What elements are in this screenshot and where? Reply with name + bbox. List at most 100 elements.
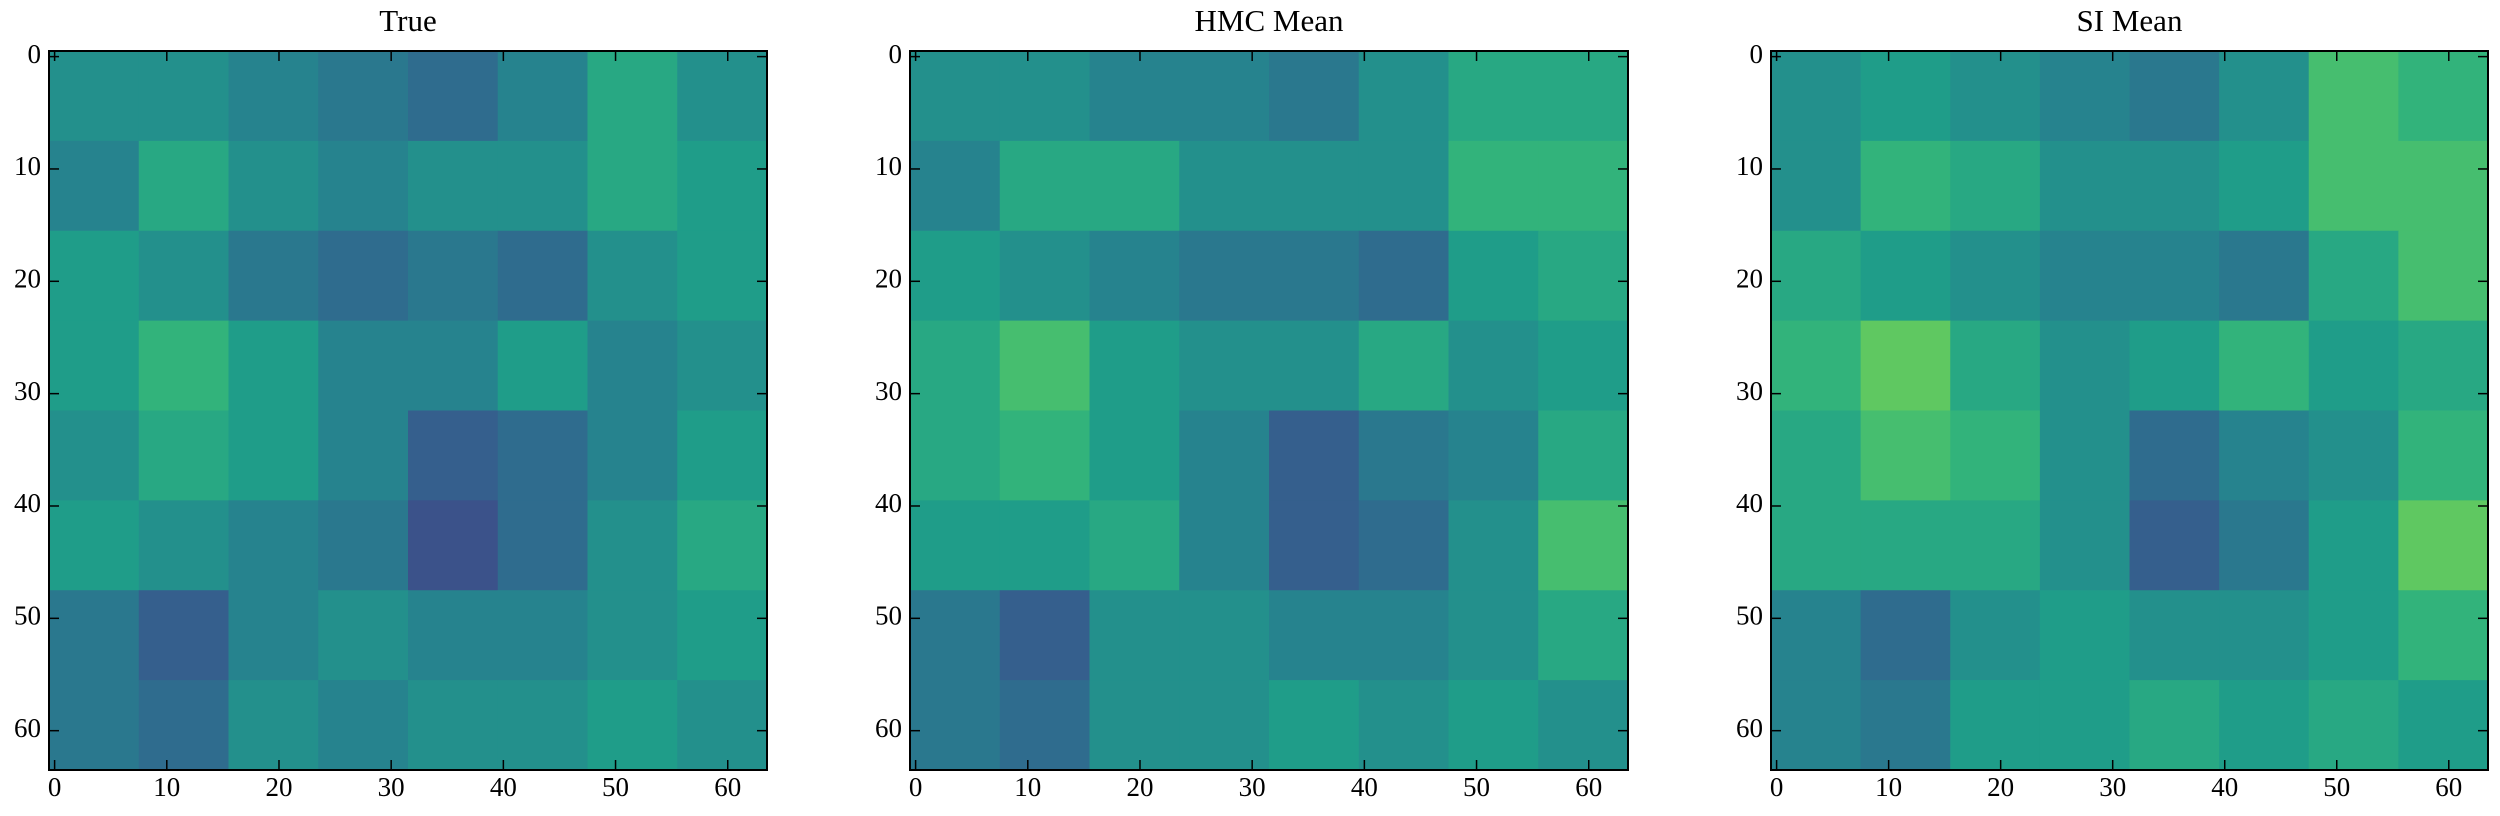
heatmap-cell	[587, 680, 678, 771]
heatmap-cell	[1448, 590, 1539, 681]
heatmap-cell	[497, 590, 588, 681]
heatmap-cell	[999, 680, 1090, 771]
heatmap-cell	[2129, 320, 2220, 411]
heatmap-cell	[999, 410, 1090, 501]
heatmap-cell	[1538, 140, 1629, 232]
heatmap-cell	[1950, 51, 2041, 142]
heatmap-cell	[677, 51, 768, 142]
heatmap-cell	[677, 590, 768, 681]
heatmap-cell	[1358, 410, 1449, 501]
x-tick-label: 50	[1463, 772, 1490, 802]
heatmap-cell	[1358, 680, 1449, 771]
heatmap-cell	[1950, 320, 2041, 411]
heatmap-cell	[1179, 680, 1270, 771]
heatmap-cell	[138, 51, 229, 142]
heatmap-cell	[228, 590, 319, 681]
heatmap-cell	[1860, 680, 1951, 771]
heatmap-cell	[1950, 410, 2041, 501]
heatmap-cell	[497, 680, 588, 771]
heatmap-cell	[2219, 500, 2310, 591]
heatmap-cell	[497, 230, 588, 322]
heatmap-cell	[1179, 500, 1270, 591]
heatmap-cell	[1448, 500, 1539, 591]
heatmap-cell	[910, 51, 1001, 142]
heatmap-cell	[408, 410, 499, 501]
heatmap-cell	[1860, 51, 1951, 142]
heatmap-cell	[1269, 590, 1360, 681]
x-tick-label: 60	[2435, 772, 2462, 802]
heatmap-cell	[1089, 140, 1180, 232]
heatmap-cell	[677, 500, 768, 591]
heatmap-cell	[318, 320, 409, 411]
heatmap-cell	[1860, 230, 1951, 322]
x-tick-label: 40	[1351, 772, 1378, 802]
heatmap-cell	[2308, 140, 2399, 232]
heatmap-cell	[1448, 680, 1539, 771]
heatmap-cell	[2308, 410, 2399, 501]
heatmap-cell	[910, 320, 1001, 411]
x-tick-label: 60	[714, 772, 741, 802]
heatmap-cell	[1358, 51, 1449, 142]
y-tick-label: 40	[875, 488, 902, 518]
heatmap-cell	[587, 500, 678, 591]
heatmap-cell	[1538, 320, 1629, 411]
y-tick-label: 60	[14, 713, 41, 743]
heatmap-cell	[2398, 500, 2489, 591]
heatmap-cell	[999, 500, 1090, 591]
chart-title: SI Mean	[2077, 3, 2183, 38]
heatmap-cell	[2308, 500, 2399, 591]
heatmap-cell	[1448, 230, 1539, 322]
heatmap-cell	[2219, 230, 2310, 322]
heatmap-cell	[999, 230, 1090, 322]
heatmap-cell	[408, 320, 499, 411]
heatmap-cell	[228, 320, 319, 411]
heatmap-cell	[138, 590, 229, 681]
heatmap-cell	[228, 140, 319, 232]
heatmap-cell	[318, 500, 409, 591]
heatmap-cell	[2039, 51, 2130, 142]
heatmap-cell	[49, 51, 140, 142]
heatmap-cell	[2039, 500, 2130, 591]
x-tick-label: 10	[153, 772, 180, 802]
heatmap-cell	[49, 140, 140, 232]
heatmap-cell	[1179, 320, 1270, 411]
heatmap-cell	[408, 230, 499, 322]
heatmap-cell	[677, 680, 768, 771]
heatmap-cell	[2129, 410, 2220, 501]
heatmap-cell	[2129, 500, 2220, 591]
x-tick-label: 50	[602, 772, 629, 802]
heatmap-cell	[2398, 51, 2489, 142]
heatmap-cell	[1269, 680, 1360, 771]
heatmap-cell	[2398, 320, 2489, 411]
x-tick-label: 30	[2099, 772, 2126, 802]
heatmap-cell	[228, 500, 319, 591]
x-tick-label: 10	[1875, 772, 1902, 802]
heatmap-cell	[2219, 140, 2310, 232]
heatmap-cell	[1269, 320, 1360, 411]
heatmap-cell	[228, 230, 319, 322]
y-tick-label: 40	[14, 488, 41, 518]
heatmap-cell	[2039, 230, 2130, 322]
y-tick-label: 50	[875, 601, 902, 631]
x-tick-label: 40	[490, 772, 517, 802]
heatmap-cell	[1538, 230, 1629, 322]
heatmap-cell	[1771, 500, 1862, 591]
heatmap-cell	[1358, 590, 1449, 681]
heatmap-cell	[910, 500, 1001, 591]
axes-frame	[909, 50, 1629, 771]
heatmap-cell	[587, 140, 678, 232]
heatmap-cell	[1950, 680, 2041, 771]
heatmap-cell	[1538, 410, 1629, 501]
heatmap-cell	[1448, 140, 1539, 232]
heatmap-cell	[1771, 680, 1862, 771]
heatmap-cell	[587, 590, 678, 681]
heatmap-cell	[2308, 51, 2399, 142]
heatmap-cell	[1860, 140, 1951, 232]
heatmap-cell	[138, 680, 229, 771]
heatmap-cell	[408, 51, 499, 142]
heatmap-cell	[1771, 590, 1862, 681]
heatmap-cell	[1269, 140, 1360, 232]
x-tick-label: 30	[378, 772, 405, 802]
y-tick-label: 50	[14, 601, 41, 631]
x-tick-label: 20	[1126, 772, 1153, 802]
